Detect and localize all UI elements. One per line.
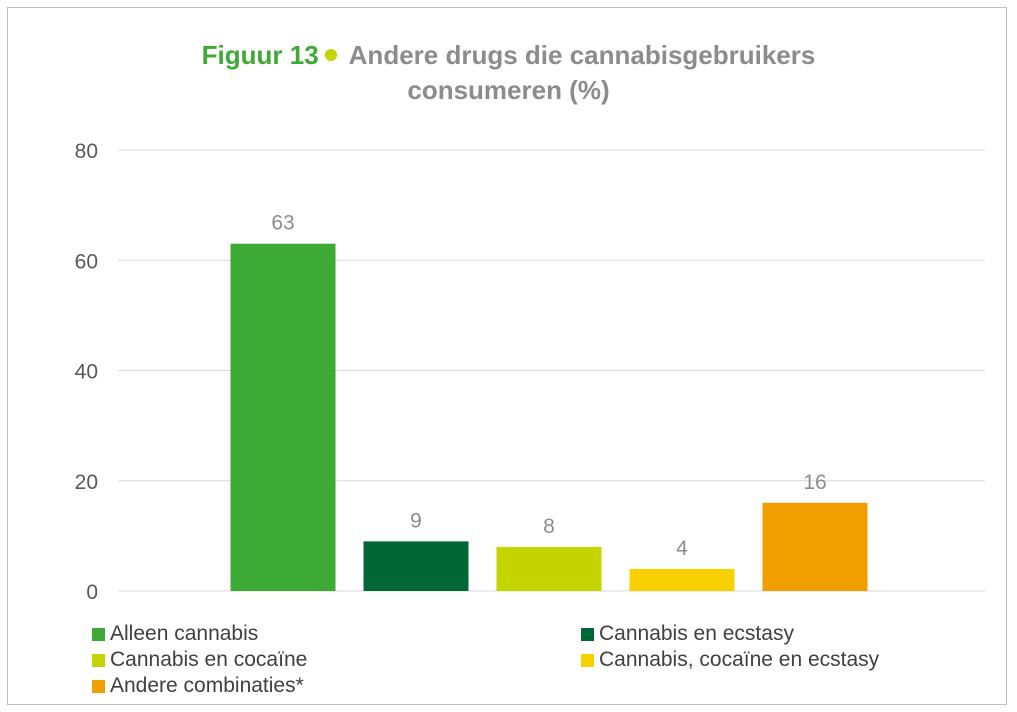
bar [363,541,469,591]
legend-swatch-icon [92,627,105,641]
y-axis-ticks: 0 20 40 60 80 [75,140,98,604]
title-text-line-2: consumeren (%) [407,75,610,105]
y-tick-label: 60 [75,250,98,273]
y-tick-label: 20 [75,471,98,494]
y-tick-label: 0 [86,581,98,604]
legend-label: Cannabis en ecstasy [599,622,794,645]
legend-label: Andere combinaties* [110,674,304,697]
title-text-line-1: Andere drugs die cannabisgebruikers [348,40,816,70]
legend-label: Cannabis, cocaïne en ecstasy [599,648,880,671]
legend-label: Cannabis en cocaïne [110,648,308,671]
legend-item: Alleen cannabis [92,622,258,646]
legend-swatch-icon [92,653,105,667]
legend-label: Alleen cannabis [110,622,259,645]
data-label: 4 [676,537,688,560]
legend-swatch-icon [92,679,105,693]
title-bullet-icon [324,49,337,62]
bar [629,568,735,591]
data-label: 9 [410,509,422,532]
title-line-1: Figuur 13 Andere drugs die cannabisgebrui… [0,38,1017,73]
legend-item: Cannabis en ecstasy [581,622,794,646]
y-tick-label: 40 [75,361,98,384]
bar [230,243,336,591]
bar [762,502,868,591]
bars [230,243,868,591]
data-label: 16 [803,471,826,494]
data-label: 63 [271,212,294,235]
legend-item: Cannabis en cocaïne [92,648,307,672]
data-label: 8 [543,515,555,538]
figure-label: Figuur 13 [201,40,319,70]
legend-swatch-icon [581,653,594,667]
chart-title: Figuur 13 Andere drugs die cannabisgebrui… [0,38,1017,108]
data-labels: 63 9 8 4 16 [271,212,826,560]
y-tick-label: 80 [75,140,98,163]
legend-swatch-icon [581,627,594,641]
legend-item: Cannabis, cocaïne en ecstasy [581,648,879,672]
legend-item: Andere combinaties* [92,674,304,698]
bar [496,546,602,591]
